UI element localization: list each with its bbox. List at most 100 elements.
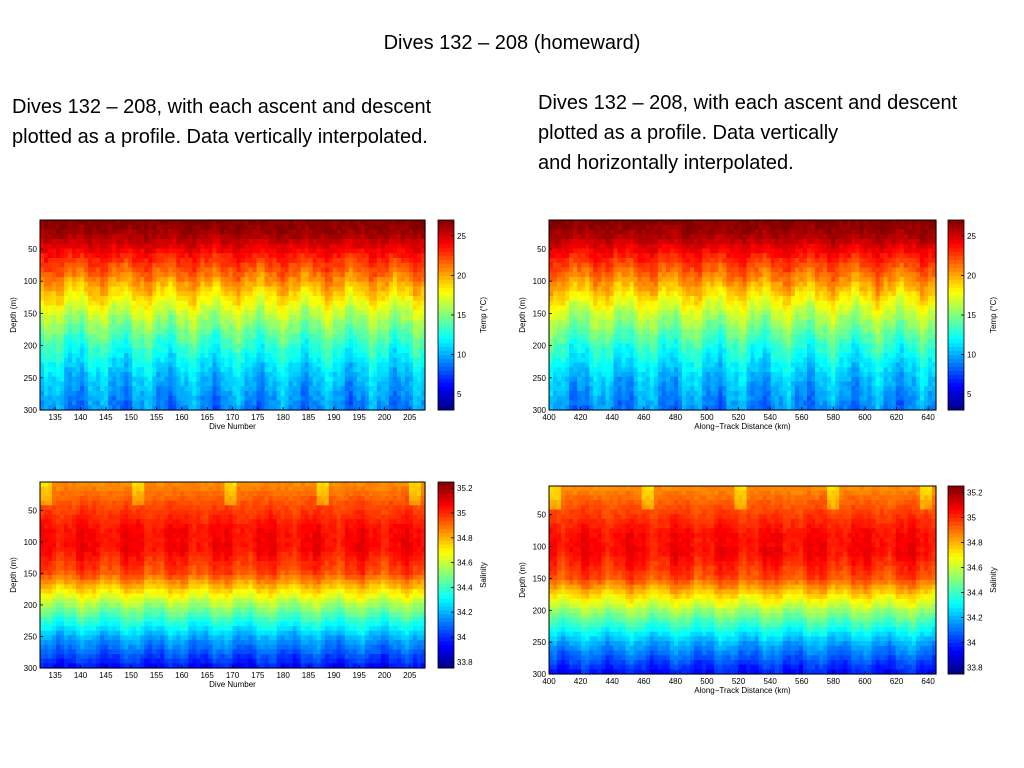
heatmap-cell (160, 319, 165, 326)
heatmap-cell (208, 272, 214, 278)
heatmap-cell (368, 220, 374, 226)
heatmap-cell (561, 324, 566, 330)
heatmap-cell (260, 305, 266, 311)
heatmap-cell (649, 357, 655, 364)
heatmap-cell (280, 281, 286, 288)
heatmap-cell (565, 224, 570, 231)
heatmap-cell (348, 315, 354, 321)
heatmap-cell (192, 300, 198, 307)
heatmap-cell (172, 376, 177, 383)
heatmap-cell (384, 286, 390, 292)
heatmap-cell (144, 286, 149, 292)
heatmap-cell (196, 220, 202, 226)
heatmap-cell (637, 357, 643, 364)
heatmap-cell (364, 315, 370, 321)
heatmap-cell (344, 395, 350, 402)
heatmap-cell (356, 243, 362, 250)
heatmap-cell (260, 329, 266, 335)
heatmap-cell (80, 338, 85, 345)
heatmap-cell (60, 248, 65, 254)
heatmap-cell (392, 338, 398, 345)
heatmap-cell (645, 348, 651, 354)
heatmap-cell (72, 315, 77, 321)
heatmap-cell (168, 395, 173, 402)
heatmap-cell (252, 338, 258, 345)
heatmap-cell (412, 258, 418, 264)
heatmap-cell (328, 258, 334, 264)
heatmap-cell (420, 400, 426, 406)
heatmap-cell (224, 262, 230, 269)
heatmap-cell (320, 281, 326, 288)
heatmap-cell (44, 400, 49, 406)
heatmap-cell (160, 220, 165, 226)
heatmap-cell (84, 338, 89, 345)
heatmap-cell (248, 243, 254, 250)
heatmap-cell (280, 357, 286, 364)
heatmap-cell (360, 319, 366, 326)
heatmap-cell (300, 220, 306, 226)
heatmap-cell (268, 395, 274, 402)
heatmap-cell (336, 357, 342, 364)
heatmap-cell (380, 267, 386, 273)
heatmap-cell (565, 305, 570, 311)
heatmap-cell (192, 395, 198, 402)
heatmap-cell (160, 376, 165, 383)
heatmap-cell (132, 386, 137, 392)
heatmap-cell (637, 405, 643, 411)
heatmap-cell (408, 239, 414, 245)
heatmap-cell (252, 315, 258, 321)
heatmap-cell (577, 229, 582, 235)
heatmap-cell (88, 258, 93, 264)
heatmap-cell (52, 310, 57, 316)
heatmap-cell (68, 224, 73, 231)
heatmap-cell (280, 315, 286, 321)
heatmap-cell (396, 272, 402, 278)
heatmap-cell (188, 243, 193, 250)
heatmap-cell (236, 272, 242, 278)
heatmap-cell (204, 267, 210, 273)
heatmap-cell (164, 357, 169, 364)
heatmap-cell (220, 243, 226, 250)
heatmap-cell (404, 220, 410, 226)
heatmap-cell (340, 220, 346, 226)
heatmap-cell (597, 357, 603, 364)
heatmap-cell (180, 220, 185, 226)
heatmap-cell (68, 315, 73, 321)
heatmap-cell (629, 400, 635, 406)
heatmap-cell (132, 239, 137, 245)
heatmap-cell (565, 291, 570, 297)
heatmap-cell (609, 324, 615, 330)
heatmap-cell (597, 319, 603, 326)
heatmap-cell (56, 319, 61, 326)
heatmap-cell (156, 315, 161, 321)
heatmap-cell (60, 372, 65, 378)
heatmap-cell (188, 234, 193, 240)
heatmap-cell (280, 381, 286, 387)
heatmap-cell (92, 272, 97, 278)
heatmap-cell (220, 310, 226, 316)
heatmap-cell (316, 234, 322, 240)
heatmap-cell (268, 234, 274, 240)
heatmap-cell (176, 234, 181, 240)
heatmap-cell (332, 376, 338, 383)
heatmap-cell (180, 253, 185, 259)
heatmap-cell (72, 391, 77, 397)
heatmap-cell (585, 248, 590, 254)
heatmap-cell (220, 239, 226, 245)
heatmap-cell (645, 277, 651, 283)
heatmap-cell (328, 357, 334, 364)
heatmap-cell (84, 253, 89, 259)
heatmap-cell (152, 372, 157, 378)
heatmap-cell (332, 391, 338, 397)
heatmap-cell (356, 334, 362, 340)
heatmap-cell (132, 267, 137, 273)
heatmap-cell (372, 300, 378, 307)
heatmap-cell (637, 277, 643, 283)
heatmap-cell (248, 405, 254, 411)
heatmap-cell (252, 391, 258, 397)
heatmap-cell (180, 376, 185, 383)
heatmap-cell (152, 243, 157, 250)
heatmap-cell (260, 367, 266, 373)
heatmap-cell (80, 405, 85, 411)
heatmap-cell (168, 329, 173, 335)
